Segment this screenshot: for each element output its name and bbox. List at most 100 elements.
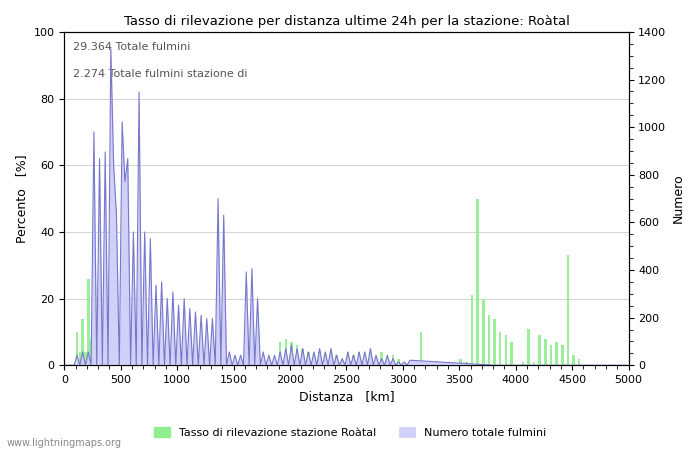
Bar [239,362,242,365]
Bar [194,349,197,365]
Bar [104,328,106,365]
Bar [130,332,132,365]
Bar [482,298,484,365]
Bar [163,352,166,365]
Bar [166,315,169,365]
Bar [522,362,524,365]
Bar [101,349,104,365]
Text: 29.364 Totale fulmini: 29.364 Totale fulmini [73,42,190,52]
Bar [431,362,434,365]
Bar [124,335,126,365]
Bar [174,355,177,365]
Bar [191,359,194,365]
Bar [228,362,230,365]
Bar [81,319,84,365]
Bar [318,352,321,365]
Bar [84,352,87,365]
Bar [578,359,580,365]
Bar [386,359,389,365]
Bar [169,352,172,365]
Bar [533,362,536,365]
Title: Tasso di rilevazione per distanza ultime 24h per la stazione: Roàtal: Tasso di rilevazione per distanza ultime… [123,15,569,28]
Bar [256,362,259,365]
Bar [567,255,569,365]
Y-axis label: Percento   [%]: Percento [%] [15,154,28,243]
Legend: Tasso di rilevazione stazione Roàtal, Numero totale fulmini: Tasso di rilevazione stazione Roàtal, Nu… [149,423,551,442]
Bar [494,319,496,365]
Bar [76,332,78,365]
Bar [510,342,513,365]
Bar [95,345,98,365]
Bar [220,352,222,365]
Bar [116,319,118,365]
Text: 2.274 Totale fulmini stazione di: 2.274 Totale fulmini stazione di [73,68,247,79]
Bar [223,342,225,365]
Bar [409,362,411,365]
Bar [121,319,123,365]
Bar [380,352,383,365]
Bar [573,355,575,365]
Text: www.lightningmaps.org: www.lightningmaps.org [7,438,122,448]
Bar [155,338,158,365]
Bar [132,328,134,365]
Bar [527,328,530,365]
Bar [180,355,183,365]
Bar [144,335,146,365]
Bar [505,335,507,365]
Bar [499,332,501,365]
Bar [106,349,109,365]
Bar [358,352,360,365]
Bar [477,198,479,365]
Bar [346,352,349,365]
Bar [188,349,191,365]
Bar [141,345,143,365]
Bar [87,279,90,365]
Bar [98,322,101,365]
Bar [335,355,338,365]
Bar [211,359,214,365]
Bar [420,332,423,365]
Bar [209,359,211,365]
X-axis label: Distanza   [km]: Distanza [km] [299,391,394,404]
Bar [555,342,558,365]
Bar [200,349,202,365]
Bar [470,295,473,365]
Bar [245,359,248,365]
Y-axis label: Numero: Numero [672,174,685,223]
Bar [290,342,293,365]
Bar [78,352,81,365]
Bar [90,338,92,365]
Bar [561,345,564,365]
Bar [152,349,155,365]
Bar [183,349,186,365]
Bar [330,352,332,365]
Bar [459,359,462,365]
Bar [138,325,140,365]
Bar [160,342,163,365]
Bar [302,349,304,365]
Bar [341,359,344,365]
Bar [538,335,541,365]
Bar [172,345,174,365]
Bar [369,352,372,365]
Bar [110,315,112,365]
Bar [279,342,281,365]
Bar [217,292,219,365]
Bar [177,349,180,365]
Bar [363,355,366,365]
Bar [214,355,216,365]
Bar [324,355,326,365]
Bar [398,359,400,365]
Bar [186,355,188,365]
Bar [135,328,137,365]
Bar [544,338,547,365]
Bar [149,328,152,365]
Bar [488,315,490,365]
Bar [307,352,309,365]
Bar [158,349,160,365]
Bar [203,359,205,365]
Bar [225,359,228,365]
Bar [313,355,315,365]
Bar [284,338,287,365]
Bar [352,355,355,365]
